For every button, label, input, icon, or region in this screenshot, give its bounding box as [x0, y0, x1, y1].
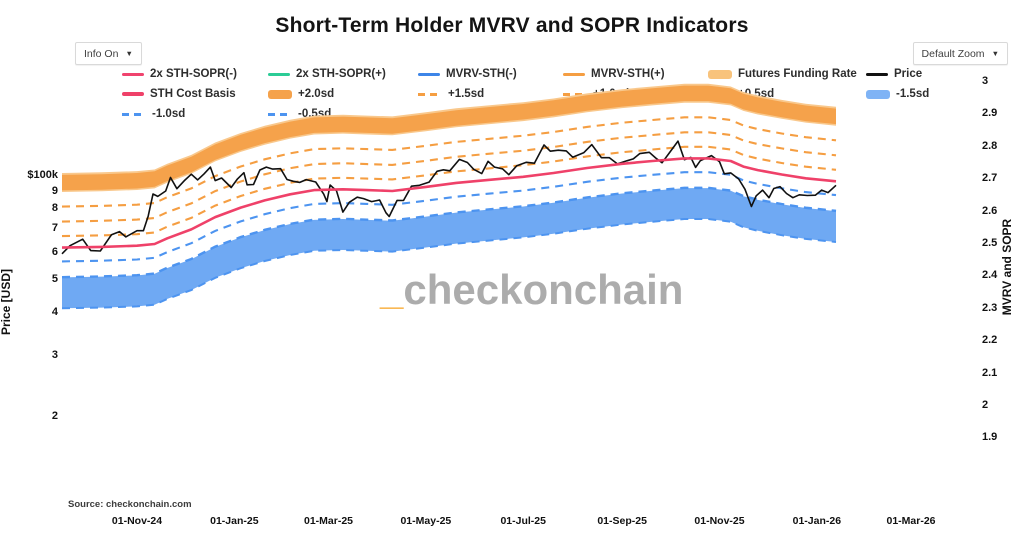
chart-title: Short-Term Holder MVRV and SOPR Indicato… — [275, 14, 749, 37]
mvrv-axis-tick: 2.4 — [982, 269, 998, 282]
legend-label: MVRV-STH(-) — [446, 68, 517, 80]
series-band-+2.0sd — [62, 85, 836, 191]
date-axis-tick: 01-Mar-25 — [303, 515, 354, 527]
mvrv-axis-tick: 2.2 — [982, 334, 998, 347]
price-axis-tick: 2 — [51, 410, 58, 423]
legend-item-mvrv-sth-[interactable]: MVRV-STH(-) — [418, 64, 517, 84]
legend-swatch — [866, 72, 888, 76]
source-credit: Source: checkonchain.com — [68, 499, 192, 510]
legend-item-sthcostbasis[interactable]: STH Cost Basis — [122, 84, 236, 104]
date-axis-tick: 01-Nov-25 — [694, 515, 745, 527]
legend-label: 2x STH-SOPR(+) — [296, 68, 386, 80]
price-axis-tick: 7 — [51, 222, 58, 235]
legend-item-2xsth-sopr+[interactable]: 2x STH-SOPR(+) — [268, 64, 386, 84]
legend-label: +1.5sd — [448, 88, 485, 100]
mvrv-axis-tick: 1.9 — [982, 431, 998, 444]
price-axis-tick: 6 — [51, 245, 58, 258]
legend-swatch — [418, 72, 440, 76]
price-axis-tick: 5 — [51, 272, 58, 285]
series-dash-+0.5sd — [61, 145, 837, 238]
date-axis-tick: 01-Sep-25 — [597, 515, 647, 527]
legend-item-price[interactable]: Price — [866, 64, 922, 84]
watermark-text: checkonchain — [403, 266, 684, 313]
legend-swatch — [418, 92, 442, 96]
legend-swatch — [268, 89, 292, 99]
legend-label: -1.0sd — [152, 108, 186, 120]
legend-swatch — [122, 112, 146, 116]
legend-swatch — [708, 69, 732, 79]
mvrv-axis-tick: 2.1 — [982, 366, 998, 379]
zoom-preset-label: Default Zoom — [921, 47, 985, 60]
mvrv-axis-tick: 2.6 — [982, 204, 998, 217]
series-dash--0.5sd — [61, 171, 837, 263]
legend-item--15sd[interactable]: -1.5sd — [866, 84, 929, 104]
legend-label: MVRV-STH(+) — [591, 68, 665, 80]
legend-label: +2.0sd — [298, 88, 335, 100]
series-dash-+1.5sd — [61, 116, 837, 208]
price-axis-tick: 4 — [51, 306, 58, 319]
date-axis-tick: 01-Nov-24 — [111, 515, 163, 527]
legend-swatch — [122, 72, 144, 76]
date-axis-tick: 01-Jan-26 — [792, 515, 842, 527]
legend-swatch — [268, 112, 292, 116]
legend-item-mvrv-sth+[interactable]: MVRV-STH(+) — [563, 64, 665, 84]
info-toggle-label: Info On — [84, 47, 119, 60]
zoom-preset-dropdown[interactable]: Default Zoom ▼ — [912, 42, 1008, 65]
legend-item-futuresfundingrate[interactable]: Futures Funding Rate — [708, 64, 857, 84]
legend-item-+20sd[interactable]: +2.0sd — [268, 84, 334, 104]
legend-item-2xsth-sopr-[interactable]: 2x STH-SOPR(-) — [122, 64, 237, 84]
date-axis-tick: 01-May-25 — [400, 515, 452, 527]
date-axis-tick: 01-Mar-26 — [886, 515, 936, 527]
price-axis-tick: 8 — [51, 202, 58, 215]
date-axis-tick: 01-Jan-25 — [210, 515, 259, 527]
mvrv-axis-tick: 2.7 — [982, 172, 998, 185]
mvrv-axis-tick: 2.3 — [982, 301, 998, 314]
series-dash-+1.0sd — [61, 131, 837, 223]
mvrv-axis-tick: 2.9 — [982, 107, 998, 120]
right-axis-title: MVRV and SOPR — [999, 218, 1014, 316]
legend-swatch — [268, 72, 290, 76]
legend-label: STH Cost Basis — [150, 88, 236, 100]
watermark-underscore: _ — [380, 266, 404, 313]
legend-label: 2x STH-SOPR(-) — [150, 68, 237, 80]
legend-swatch — [866, 89, 890, 99]
legend-item-+15sd[interactable]: +1.5sd — [418, 84, 484, 104]
mvrv-axis-tick: 2.8 — [982, 139, 998, 152]
series-dash--1.0sd — [61, 186, 837, 279]
series-band--1.5sd — [62, 188, 836, 309]
price-axis-tick: $100k — [27, 169, 58, 181]
series-line-sth-cost-basis — [61, 157, 837, 249]
date-axis-tick: 01-Jul-25 — [500, 515, 546, 527]
legend-label: Futures Funding Rate — [738, 68, 857, 80]
legend-swatch — [563, 72, 585, 76]
watermark: _checkonchain — [380, 266, 683, 314]
legend-label: -1.5sd — [896, 88, 930, 100]
legend-swatch — [563, 92, 587, 96]
price-axis-tick: 9 — [51, 184, 58, 197]
legend: 2x STH-SOPR(-) 2x STH-SOPR(+) MVRV-STH(-) M… — [122, 64, 982, 124]
legend-swatch — [122, 92, 144, 96]
info-toggle-dropdown[interactable]: Info On ▼ — [75, 42, 142, 65]
price-axis-tick: 3 — [51, 349, 58, 362]
chevron-down-icon: ▼ — [991, 49, 999, 58]
mvrv-axis-tick: 2 — [982, 399, 989, 411]
mvrv-axis-tick: 3 — [982, 75, 989, 87]
mvrv-axis-tick: 2.5 — [982, 237, 998, 249]
legend-item--10sd[interactable]: -1.0sd — [122, 104, 185, 124]
series-band-edge — [61, 218, 837, 310]
chevron-down-icon: ▼ — [125, 49, 133, 58]
legend-label: Price — [894, 68, 923, 80]
